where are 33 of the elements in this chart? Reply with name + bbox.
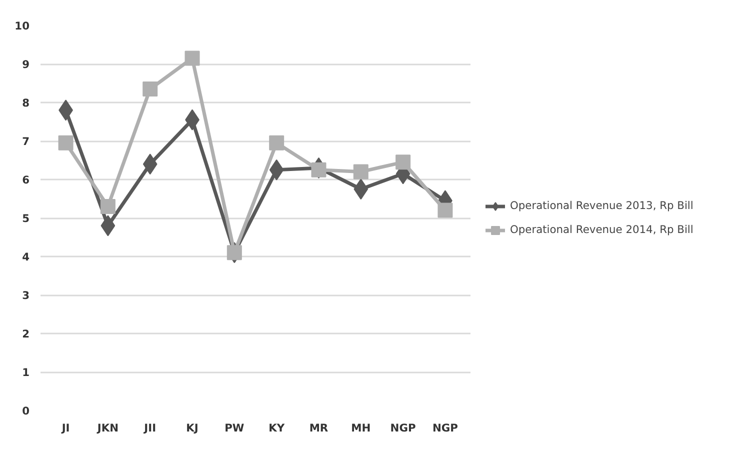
y-tick-label: 7 [22,135,30,148]
x-tick-label: JI [60,422,70,434]
x-tick-label: KY [268,422,285,434]
point [396,154,411,170]
point [311,162,326,178]
x-tick-label: MH [351,422,371,434]
y-tick-label: 4 [22,250,30,264]
point [58,135,74,150]
y-tick-label: 9 [22,58,30,71]
x-tick-label: PW [224,422,244,434]
y-tick-label: 3 [22,289,30,302]
y-tick-label: 8 [22,96,30,110]
x-tick-label: JII [143,422,156,434]
point [184,50,200,66]
point [353,164,368,180]
y-tick-label: 10 [14,20,30,32]
point [269,135,284,150]
x-tick-label: NGP [432,422,458,434]
x-tick-label: NGP [390,422,416,434]
y-tick-label: 6 [22,174,30,186]
x-tick-label: MR [309,422,328,434]
x-tick-label: JKN [96,422,119,434]
x-tick-label: KJ [186,422,198,434]
y-tick-label: 2 [22,328,30,340]
point [226,245,242,260]
point [142,82,158,97]
y-tick-label: 5 [22,212,30,225]
legend-label: Operational Revenue 2013, Rp Bill [510,199,694,212]
legend-label: Operational Revenue 2014, Rp Bill [510,223,694,236]
y-tick-label: 1 [22,366,30,379]
point [438,202,453,218]
y-tick-label: 0 [22,404,30,418]
point [100,198,116,214]
